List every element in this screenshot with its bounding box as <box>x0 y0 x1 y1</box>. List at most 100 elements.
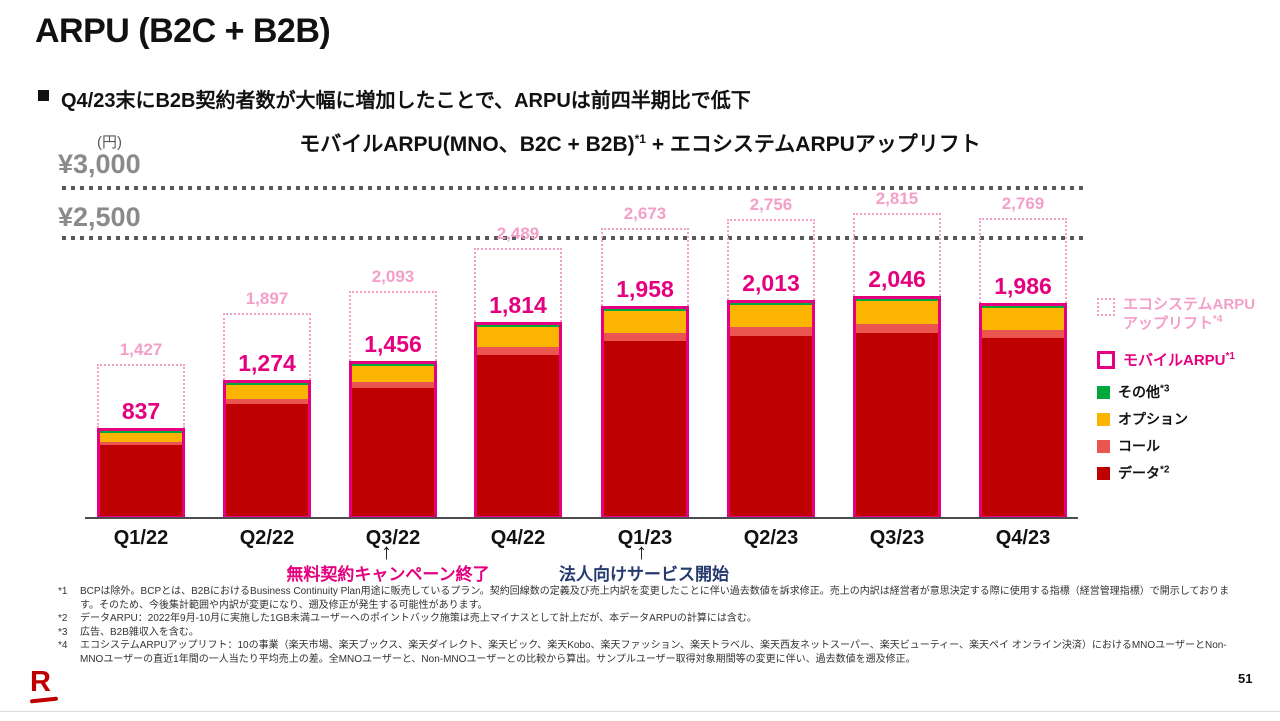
uplift-total-label-q1-22: 1,427 <box>119 340 163 359</box>
footnotes: *1 BCPは除外。BCPとは、B2BにおけるBusiness Continuit… <box>58 585 1243 667</box>
segment---q1-22 <box>100 433 182 442</box>
mobile-arpu-bar-q2-23 <box>727 300 815 519</box>
uplift-total-label-q3-23: 2,815 <box>875 189 919 208</box>
mobile-arpu-bar-q2-22 <box>223 380 311 519</box>
uplift-total-label-q3-22: 2,093 <box>371 267 415 286</box>
mobile-arpu-value-label-q1-23: 1,958 <box>616 276 674 302</box>
segment--2-q1-23 <box>604 341 686 516</box>
segment--3-q2-23 <box>730 303 812 305</box>
legend: エコシステムARPU アップリフト*4 モバイルARPU*1 その他*3 オプション… <box>1097 296 1277 490</box>
legend-ecosystem-label: エコシステムARPU アップリフト*4 <box>1123 296 1256 332</box>
legend-label--: その他*3 <box>1118 383 1170 400</box>
legend-label--: オプション <box>1118 411 1188 427</box>
segment---q2-23 <box>730 327 812 336</box>
segment---q1-22 <box>100 442 182 445</box>
x-axis-label-q1-23: Q1/23 <box>617 527 673 549</box>
uplift-total-label-q2-22: 1,897 <box>245 289 289 308</box>
x-axis-label-q3-23: Q3/23 <box>869 527 925 549</box>
axis-unit-label: (円) <box>97 134 122 151</box>
segment---q2-23 <box>730 305 812 327</box>
segment---q1-23 <box>604 311 686 333</box>
gridline-label-2500: ¥2,500 <box>58 202 141 232</box>
x-axis-label-q4-23: Q4/23 <box>995 527 1051 549</box>
bullet-square-icon <box>38 90 49 101</box>
legend-label--: コール <box>1118 438 1160 454</box>
legend-swatch---icon <box>1097 385 1110 399</box>
segment--2-q4-23 <box>982 338 1064 516</box>
x-axis-label-q2-23: Q2/23 <box>743 527 799 549</box>
legend-item--: オプション <box>1097 409 1277 429</box>
segment---q3-22 <box>352 366 434 382</box>
uplift-total-label-q1-23: 2,673 <box>623 204 667 223</box>
ecosystem-uplift-box-q3-23 <box>853 213 941 296</box>
gridline-3000 <box>62 186 1085 190</box>
segment--3-q3-22 <box>352 364 434 366</box>
segment--2-q3-22 <box>352 388 434 516</box>
footnote-3: *3 広告、B2B雑収入を含む。 <box>58 626 199 638</box>
mobile-arpu-value-label-q3-23: 2,046 <box>868 266 926 292</box>
legend-mobile-label: モバイルARPU*1 <box>1123 351 1235 369</box>
legend-ecosystem-uplift: エコシステムARPU アップリフト*4 <box>1097 296 1277 333</box>
gridline-2500 <box>62 236 1085 240</box>
x-axis-label-q1-22: Q1/22 <box>113 527 169 549</box>
segment---q3-23 <box>856 301 938 324</box>
segment---q3-23 <box>856 324 938 333</box>
segment--2-q2-23 <box>730 336 812 516</box>
footnote-2: *2 データARPU：2022年9月-10月に実施した1GB未満ユーザーへのポイン… <box>58 613 757 625</box>
segment---q2-22 <box>226 399 308 404</box>
page-number: 51 <box>1238 671 1253 686</box>
mobile-arpu-value-label-q2-22: 1,274 <box>238 350 296 376</box>
gridline-label-3000: ¥3,000 <box>58 149 141 179</box>
mobile-arpu-value-label-q3-22: 1,456 <box>364 331 422 357</box>
legend-swatch---icon <box>1097 439 1110 453</box>
segment---q4-23 <box>982 308 1064 330</box>
annotation-arrow-q1-23: ↑ <box>636 539 647 564</box>
ecosystem-uplift-box-q4-23 <box>979 218 1067 303</box>
segment---q4-22 <box>477 347 559 355</box>
segment--3-q4-22 <box>477 325 559 327</box>
mobile-arpu-bar-q4-23 <box>979 303 1067 519</box>
key-message-text: Q4/23末にB2B契約者数が大幅に増加したことで、ARPUは前四半期比で低下 <box>61 90 751 112</box>
ecosystem-uplift-box-q3-22 <box>349 291 437 361</box>
slide-bottom-divider <box>0 711 1280 712</box>
segment--2-q3-23 <box>856 333 938 516</box>
segment--3-q4-23 <box>982 306 1064 308</box>
chart-title-main: モバイルARPU(MNO、B2C + B2B) <box>299 133 635 156</box>
mobile-arpu-bar-q4-22 <box>474 322 562 519</box>
x-axis-label-q3-22: Q3/22 <box>365 527 421 549</box>
mobile-arpu-bar-q1-23 <box>601 306 689 519</box>
legend-item--: その他*3 <box>1097 382 1277 402</box>
segment---q2-22 <box>226 385 308 399</box>
x-axis-line <box>85 517 1078 519</box>
uplift-total-label-q4-23: 2,769 <box>1001 194 1045 213</box>
uplift-total-label-q4-22: 2,489 <box>496 224 540 243</box>
segment--3-q2-22 <box>226 383 308 385</box>
legend-item--: データ*2 <box>1097 463 1277 483</box>
mobile-arpu-value-label-q4-23: 1,986 <box>994 273 1052 299</box>
legend-swatch---icon <box>1097 466 1110 480</box>
mobile-arpu-value-label-q4-22: 1,814 <box>489 292 547 318</box>
segment---q4-22 <box>477 327 559 347</box>
legend-label--: データ*2 <box>1118 464 1170 481</box>
legend-item--: コール <box>1097 436 1277 456</box>
chart-title: モバイルARPU(MNO、B2C + B2B)*1 + エコシステムARPUアッ… <box>200 128 1080 158</box>
segment---q4-23 <box>982 330 1064 338</box>
ecosystem-uplift-box-q2-22 <box>223 313 311 380</box>
segment---q1-23 <box>604 333 686 341</box>
annotation-b2b-launch: 法人向けサービス開始 <box>559 565 729 584</box>
x-axis-label-q4-22: Q4/22 <box>490 527 546 549</box>
rakuten-logo-icon: R <box>29 668 59 703</box>
footnote-1: *1 BCPは除外。BCPとは、B2BにおけるBusiness Continuit… <box>58 586 1230 611</box>
mobile-arpu-bar-q3-23 <box>853 296 941 519</box>
chart-title-footnote-ref: *1 <box>634 132 646 146</box>
legend-swatch---icon <box>1097 412 1110 426</box>
ecosystem-uplift-box-q4-22 <box>474 248 562 322</box>
segment--2-q4-22 <box>477 355 559 516</box>
footnote-4: *4 エコシステムARPUアップリフト：10の事業（楽天市場、楽天ブックス、楽天ダ… <box>58 640 1227 665</box>
segment--3-q1-23 <box>604 309 686 311</box>
segment--3-q3-23 <box>856 299 938 301</box>
mobile-arpu-bar-q3-22 <box>349 361 437 519</box>
ecosystem-uplift-box-q1-23 <box>601 228 689 306</box>
chart-title-rest: + エコシステムARPUアップリフト <box>645 133 981 156</box>
